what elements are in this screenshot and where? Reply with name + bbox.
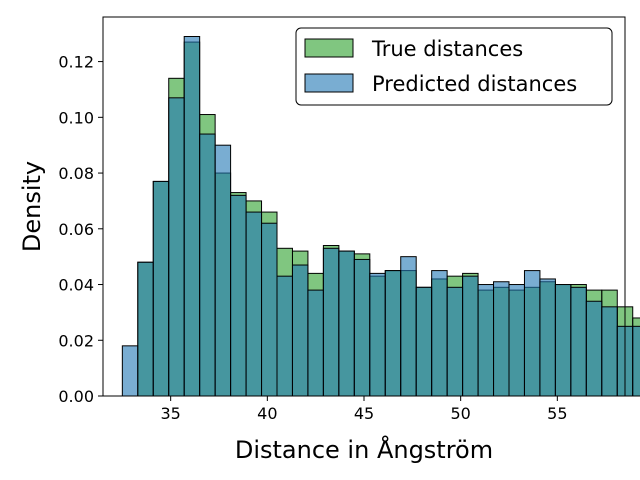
predicted-distance-bar	[322, 247, 340, 397]
legend-label: True distances	[371, 37, 523, 61]
y-tick-label: 0.02	[58, 331, 94, 350]
predicted-distance-bar	[183, 36, 201, 397]
predicted-distance-bar	[508, 284, 525, 397]
x-tick-label: 40	[257, 404, 277, 423]
predicted-distance-bar	[632, 325, 640, 397]
legend-box	[295, 27, 613, 106]
predicted-distance-bar	[338, 250, 355, 397]
predicted-distance-bar	[307, 289, 324, 397]
predicted-distance-bar	[276, 275, 293, 397]
legend: True distances Predicted distances	[295, 27, 613, 106]
predicted-distance-bar	[152, 180, 170, 397]
predicted-distance-bar	[462, 275, 479, 397]
y-tick-label: 0.12	[58, 53, 94, 72]
predicted-distance-bar	[168, 97, 185, 397]
predicted-distance-bar	[121, 345, 139, 397]
predicted-distance-bar	[369, 272, 386, 397]
x-tick-label: 55	[547, 404, 567, 423]
predicted-distance-bar	[431, 270, 448, 397]
predicted-distance-bar	[554, 284, 572, 397]
x-tick-label: 50	[450, 404, 470, 423]
predicted-distance-bar	[384, 270, 402, 397]
predicted-distance-bar	[291, 264, 309, 397]
predicted-distance-bar	[214, 144, 232, 397]
predicted-distance-bar	[539, 278, 556, 397]
predicted-distance-bar	[199, 133, 216, 397]
predicted-distance-bar	[523, 270, 541, 397]
predicted-distance-bar	[446, 286, 464, 397]
legend-swatch	[304, 73, 354, 93]
x-tick-label: 35	[160, 404, 180, 423]
y-axis-label: Density	[18, 161, 46, 252]
y-tick-label: 0.06	[58, 220, 94, 239]
predicted-distance-bar	[415, 286, 433, 397]
y-tick-label: 0.10	[58, 108, 94, 127]
predicted-distance-bar	[230, 194, 247, 397]
predicted-distance-bar	[585, 300, 603, 397]
predicted-distance-bar	[477, 284, 495, 397]
axes: 35 40 45 50 55 0.00 0.02 0.04 0.06 0.08 0.10 0.12 Di…	[18, 16, 626, 464]
y-tick-label: 0.08	[58, 164, 94, 183]
y-tick-label: 0.04	[58, 276, 94, 295]
predicted-distance-bar	[570, 286, 587, 397]
x-axis-label: Distance in Ångström	[235, 435, 493, 464]
legend-swatch	[304, 38, 354, 58]
legend-label: Predicted distances	[372, 72, 577, 96]
predicted-distance-bar	[493, 281, 510, 397]
y-tick-label: 0.00	[58, 387, 94, 406]
x-tick-label: 45	[354, 404, 374, 423]
predicted-distance-bar	[353, 258, 371, 397]
predicted-distance-bar	[137, 261, 154, 397]
predicted-distance-bar	[400, 256, 417, 397]
predicted-distance-bar	[261, 222, 278, 397]
predicted-distances-bars	[121, 36, 640, 397]
predicted-distance-bar	[245, 211, 263, 397]
predicted-distance-bar	[601, 306, 618, 397]
